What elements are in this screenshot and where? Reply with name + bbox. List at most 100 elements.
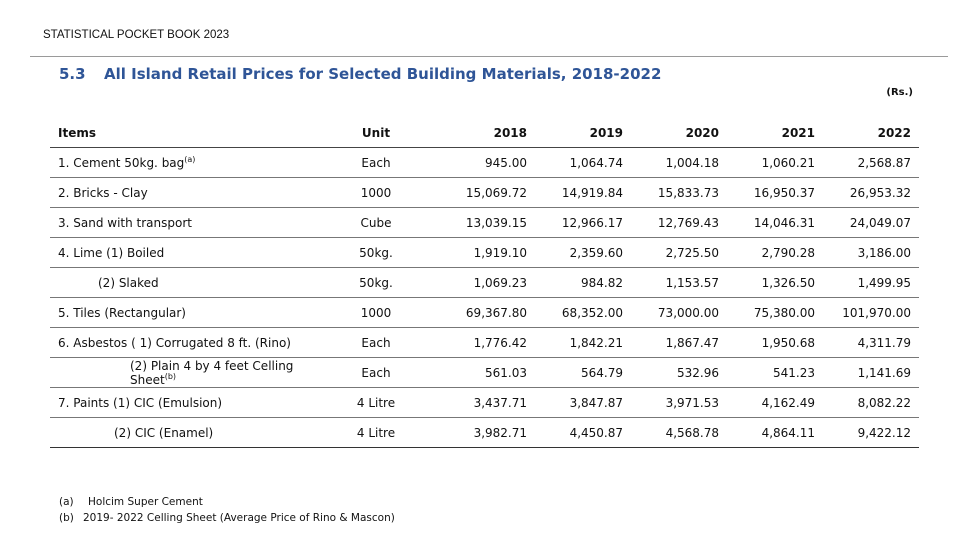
- footnote-a: (a) Holcim Super Cement: [59, 496, 395, 512]
- unit-cell: 4 Litre: [313, 387, 439, 418]
- price-cell-2019: 2,359.60: [535, 237, 631, 268]
- table-row: 2. Bricks - Clay 1000 15,069.72 14,919.84 15…: [50, 177, 919, 208]
- unit-cell: 1000: [313, 177, 439, 208]
- table-row: 3. Sand with transport Cube 13,039.15 12,96…: [50, 207, 919, 238]
- table-row: 1. Cement 50kg. bag(a) Each 945.00 1,064.74…: [50, 147, 919, 178]
- price-cell-2021: 16,950.37: [727, 177, 823, 208]
- price-cell-2019: 1,064.74: [535, 147, 631, 178]
- price-cell-2020: 15,833.73: [631, 177, 727, 208]
- unit-cell: 4 Litre: [313, 417, 439, 448]
- price-cell-2021: 4,864.11: [727, 417, 823, 448]
- footnote-text: 2019- 2022 Celling Sheet (Average Price …: [83, 512, 395, 524]
- price-cell-2022: 1,499.95: [823, 267, 919, 298]
- item-label: (2) CIC (Enamel): [114, 425, 214, 440]
- section-number: 5.3: [59, 65, 86, 83]
- footnote-mark: (a): [59, 496, 74, 508]
- section-heading: 5.3 All Island Retail Prices for Selected…: [59, 65, 661, 83]
- price-cell-2020: 12,769.43: [631, 207, 727, 238]
- price-cell-2021: 2,790.28: [727, 237, 823, 268]
- column-header-items: Items: [50, 118, 313, 148]
- unit-cell: Each: [313, 357, 439, 388]
- item-cell: 4. Lime (1) Boiled: [50, 237, 313, 268]
- price-cell-2022: 8,082.22: [823, 387, 919, 418]
- header-divider: [30, 56, 948, 57]
- price-cell-2022: 3,186.00: [823, 237, 919, 268]
- item-label: 1. Cement 50kg. bag: [58, 155, 185, 170]
- price-cell-2021: 1,060.21: [727, 147, 823, 178]
- item-cell: 6. Asbestos ( 1) Corrugated 8 ft. (Rino): [50, 327, 313, 358]
- item-cell: 3. Sand with transport: [50, 207, 313, 238]
- footnote-ref: (a): [184, 154, 196, 164]
- price-cell-2020: 4,568.78: [631, 417, 727, 448]
- item-cell: (2) Plain 4 by 4 feet Celling Sheet(b): [50, 357, 313, 388]
- price-cell-2019: 14,919.84: [535, 177, 631, 208]
- table-row: (2) Slaked 50kg. 1,069.23 984.82 1,153.57 1,3…: [50, 267, 919, 298]
- price-cell-2020: 1,153.57: [631, 267, 727, 298]
- table-row: (2) CIC (Enamel) 4 Litre 3,982.71 4,450.87 4…: [50, 417, 919, 448]
- item-cell: 1. Cement 50kg. bag(a): [50, 147, 313, 178]
- price-cell-2019: 564.79: [535, 357, 631, 388]
- prices-table: Items Unit 2018 2019 2020 2021 2022 1. C…: [50, 118, 919, 448]
- price-cell-2022: 9,422.12: [823, 417, 919, 448]
- item-label: 4. Lime (1) Boiled: [58, 245, 165, 260]
- price-cell-2020: 1,867.47: [631, 327, 727, 358]
- column-header-2022: 2022: [823, 118, 919, 148]
- price-cell-2020: 1,004.18: [631, 147, 727, 178]
- footnote-mark: (b): [59, 512, 74, 524]
- column-header-2020: 2020: [631, 118, 727, 148]
- price-cell-2018: 13,039.15: [439, 207, 535, 238]
- price-cell-2019: 4,450.87: [535, 417, 631, 448]
- price-cell-2019: 68,352.00: [535, 297, 631, 328]
- price-cell-2022: 26,953.32: [823, 177, 919, 208]
- price-cell-2021: 4,162.49: [727, 387, 823, 418]
- price-cell-2018: 1,069.23: [439, 267, 535, 298]
- item-cell: 7. Paints (1) CIC (Emulsion): [50, 387, 313, 418]
- price-cell-2018: 69,367.80: [439, 297, 535, 328]
- footnote-text: Holcim Super Cement: [88, 496, 203, 508]
- price-cell-2019: 12,966.17: [535, 207, 631, 238]
- currency-note: (Rs.): [886, 87, 913, 98]
- price-cell-2020: 73,000.00: [631, 297, 727, 328]
- item-label: (2) Plain 4 by 4 feet Celling Sheet: [130, 358, 294, 387]
- table-row: 5. Tiles (Rectangular) 1000 69,367.80 68,35…: [50, 297, 919, 328]
- price-cell-2022: 2,568.87: [823, 147, 919, 178]
- price-cell-2020: 532.96: [631, 357, 727, 388]
- section-title: All Island Retail Prices for Selected Bu…: [104, 65, 662, 83]
- price-cell-2018: 945.00: [439, 147, 535, 178]
- unit-cell: Cube: [313, 207, 439, 238]
- unit-cell: Each: [313, 327, 439, 358]
- price-cell-2018: 3,437.71: [439, 387, 535, 418]
- unit-cell: 50kg.: [313, 267, 439, 298]
- item-label: (2) Slaked: [98, 275, 159, 290]
- price-cell-2021: 541.23: [727, 357, 823, 388]
- table-row: (2) Plain 4 by 4 feet Celling Sheet(b) Ea…: [50, 357, 919, 388]
- table-body: 1. Cement 50kg. bag(a) Each 945.00 1,064.74…: [50, 147, 919, 448]
- price-cell-2019: 3,847.87: [535, 387, 631, 418]
- price-cell-2018: 1,919.10: [439, 237, 535, 268]
- item-cell: 5. Tiles (Rectangular): [50, 297, 313, 328]
- price-cell-2020: 2,725.50: [631, 237, 727, 268]
- price-cell-2019: 1,842.21: [535, 327, 631, 358]
- price-cell-2021: 14,046.31: [727, 207, 823, 238]
- item-label: 5. Tiles (Rectangular): [58, 305, 186, 320]
- price-cell-2018: 1,776.42: [439, 327, 535, 358]
- column-header-unit: Unit: [313, 118, 439, 148]
- table-header-row: Items Unit 2018 2019 2020 2021 2022: [50, 118, 919, 148]
- column-header-2018: 2018: [439, 118, 535, 148]
- book-title: STATISTICAL POCKET BOOK 2023: [43, 29, 230, 41]
- footnote-ref: (b): [164, 371, 177, 381]
- item-cell: (2) CIC (Enamel): [50, 417, 313, 448]
- price-cell-2021: 1,950.68: [727, 327, 823, 358]
- price-cell-2019: 984.82: [535, 267, 631, 298]
- footnotes: (a) Holcim Super Cement (b) 2019- 2022 Cel…: [59, 496, 395, 528]
- table-row: 6. Asbestos ( 1) Corrugated 8 ft. (Rino)…: [50, 327, 919, 358]
- table-row: 7. Paints (1) CIC (Emulsion) 4 Litre 3,437…: [50, 387, 919, 418]
- price-cell-2022: 24,049.07: [823, 207, 919, 238]
- item-cell: 2. Bricks - Clay: [50, 177, 313, 208]
- price-cell-2022: 4,311.79: [823, 327, 919, 358]
- item-label: 3. Sand with transport: [58, 215, 192, 230]
- price-cell-2018: 561.03: [439, 357, 535, 388]
- column-header-2021: 2021: [727, 118, 823, 148]
- column-header-2019: 2019: [535, 118, 631, 148]
- price-cell-2020: 3,971.53: [631, 387, 727, 418]
